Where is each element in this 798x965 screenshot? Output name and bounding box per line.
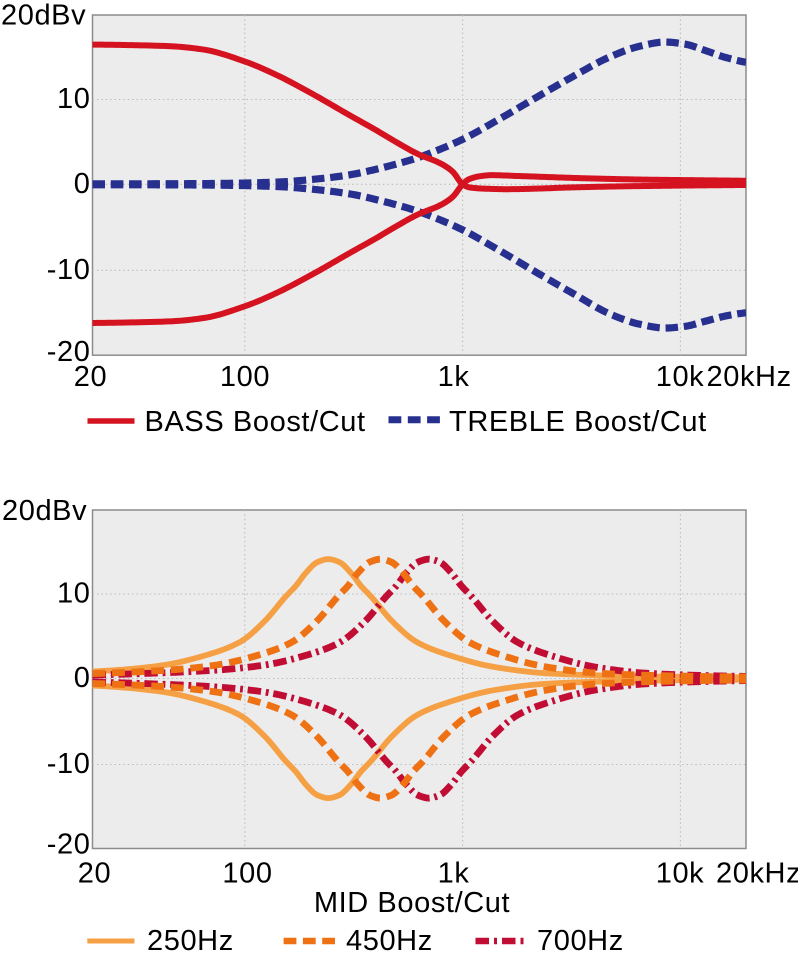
svg-text:20: 20 xyxy=(78,857,111,889)
svg-text:1k: 1k xyxy=(438,857,470,889)
svg-text:1k: 1k xyxy=(438,361,470,393)
svg-text:BASS Boost/Cut: BASS Boost/Cut xyxy=(145,406,366,438)
svg-text:10: 10 xyxy=(57,578,90,610)
svg-text:0: 0 xyxy=(74,662,91,694)
svg-text:0: 0 xyxy=(74,168,91,200)
svg-text:10k: 10k xyxy=(656,361,705,393)
svg-text:10k: 10k xyxy=(656,857,705,889)
svg-text:450Hz: 450Hz xyxy=(346,925,433,957)
svg-text:20: 20 xyxy=(74,361,107,393)
svg-text:250Hz: 250Hz xyxy=(147,925,234,957)
svg-text:20dBv: 20dBv xyxy=(2,495,87,527)
svg-text:MID Boost/Cut: MID Boost/Cut xyxy=(314,887,510,919)
svg-text:20kHz: 20kHz xyxy=(707,361,792,393)
svg-text:100: 100 xyxy=(222,857,272,889)
svg-text:-20: -20 xyxy=(47,336,91,368)
svg-text:20dBv: 20dBv xyxy=(1,0,86,32)
svg-text:TREBLE Boost/Cut: TREBLE Boost/Cut xyxy=(449,406,707,438)
svg-text:-10: -10 xyxy=(47,748,91,780)
svg-text:20kHz: 20kHz xyxy=(716,857,798,889)
svg-text:-10: -10 xyxy=(47,254,91,286)
svg-text:10: 10 xyxy=(57,83,90,115)
svg-text:-20: -20 xyxy=(47,829,91,861)
svg-text:100: 100 xyxy=(220,361,270,393)
svg-text:700Hz: 700Hz xyxy=(537,925,624,957)
